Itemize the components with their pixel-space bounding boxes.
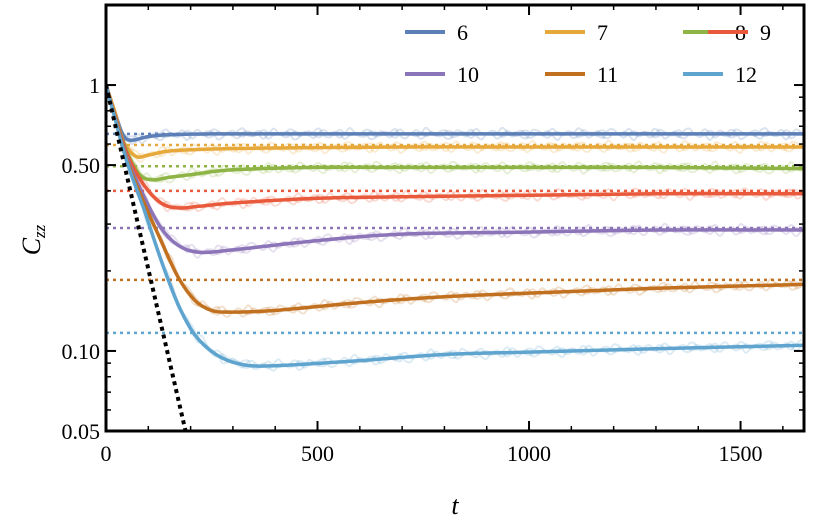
legend-label-10: 10: [457, 62, 479, 87]
y-tick-label: 0.50: [62, 153, 101, 178]
x-tick-label: 1000: [507, 441, 551, 466]
legend-label-7: 7: [597, 20, 608, 45]
legend-label-12: 12: [735, 62, 757, 87]
series-7-line: [106, 84, 804, 159]
axis-ticks: 0 500 1000 1500 0.05 0.10 0.50 1: [62, 5, 804, 466]
series-11-sample-trace: [106, 84, 803, 318]
series-9-line: [106, 84, 804, 210]
series-12-sample-trace: [106, 84, 802, 370]
series-12-line: [106, 84, 804, 368]
x-tick-label: 500: [301, 441, 334, 466]
x-tick-label: 1500: [719, 441, 763, 466]
series-6-line: [106, 84, 804, 143]
y-tick-label: 1: [89, 73, 100, 98]
legend-label-9: 9: [760, 20, 771, 45]
y-tick-label: 0.05: [62, 419, 101, 444]
y-axis-label-subscript: zz: [30, 224, 49, 239]
series-lines-layer: [106, 84, 804, 368]
legend: 6789101112: [405, 20, 771, 87]
x-tick-label: 0: [101, 441, 112, 466]
plot-frame: [104, 3, 806, 433]
series-10-sample-trace: [106, 84, 802, 257]
y-tick-label: 0.10: [62, 339, 101, 364]
series-8-sample-trace: [106, 84, 803, 184]
y-axis-label-main: C: [17, 237, 46, 255]
legend-label-6: 6: [457, 20, 468, 45]
series-noise-layer: [106, 84, 803, 372]
y-axis-label: Czz: [17, 224, 49, 255]
x-axis-label: t: [451, 491, 459, 520]
series-10-sample-trace: [106, 84, 803, 259]
reference-line-layer: [106, 84, 188, 431]
reference-decay-line: [106, 84, 188, 431]
series-12-sample-trace: [106, 84, 803, 371]
plot-border: [104, 3, 806, 433]
legend-label-11: 11: [597, 62, 618, 87]
